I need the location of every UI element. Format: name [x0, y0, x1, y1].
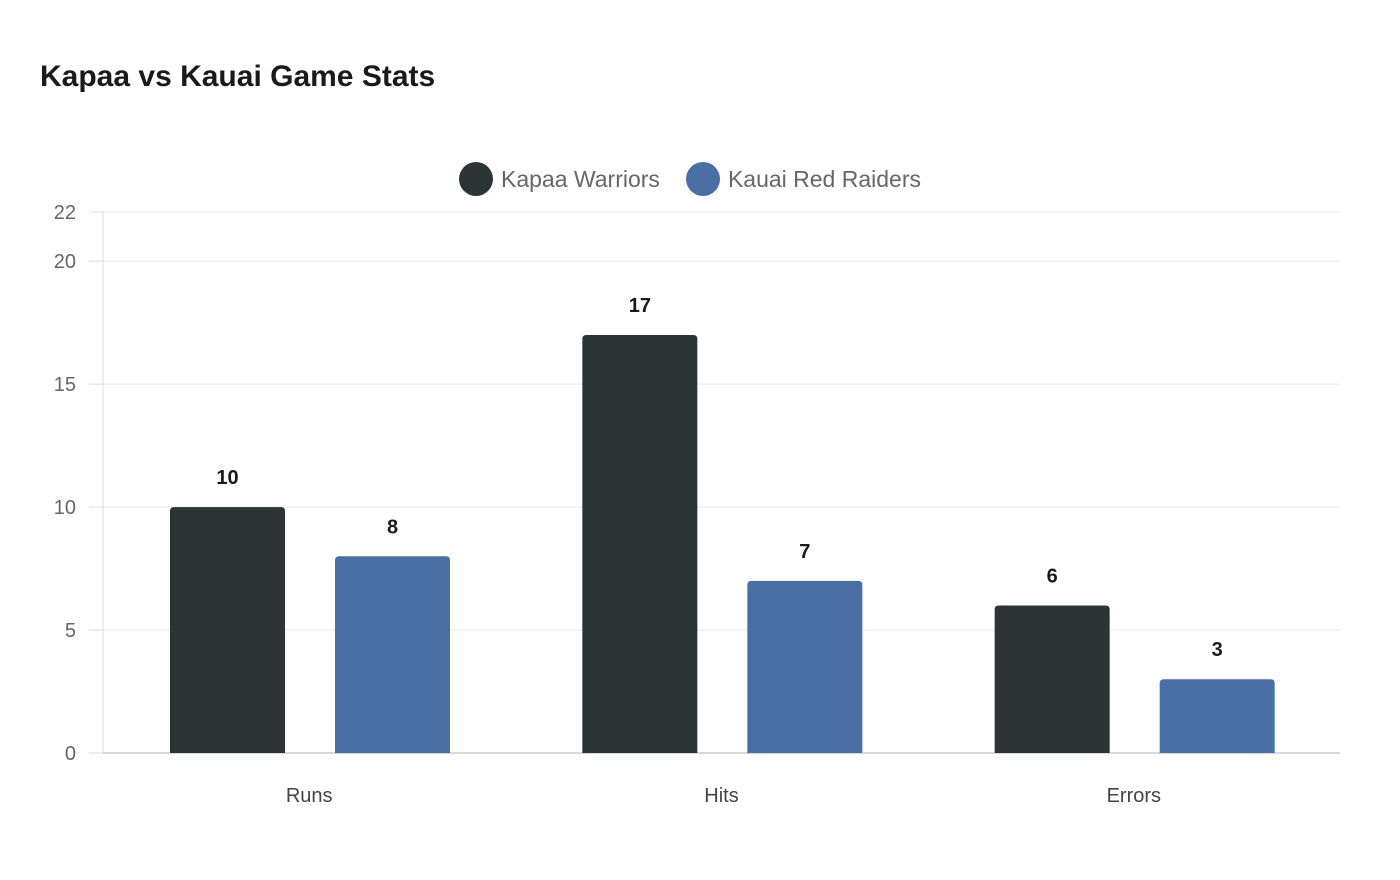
chart-title: Kapaa vs Kauai Game Stats — [40, 60, 436, 93]
y-tick-label: 20 — [54, 251, 76, 273]
legend-swatch-icon — [459, 162, 493, 196]
y-tick-label: 0 — [65, 743, 76, 765]
y-tick-label: 5 — [65, 620, 76, 642]
data-label: 3 — [1212, 639, 1223, 661]
legend-label: Kapaa Warriors — [501, 165, 660, 192]
y-tick-label: 10 — [54, 497, 76, 519]
data-label: 10 — [216, 467, 238, 489]
data-label: 6 — [1047, 565, 1058, 587]
bar — [582, 334, 698, 753]
legend-item[interactable]: Kauai Red Raiders — [685, 162, 921, 196]
bar — [747, 580, 863, 753]
bar — [170, 507, 285, 753]
x-tick-label: Errors — [1107, 785, 1161, 807]
legend-item[interactable]: Kapaa Warriors — [459, 162, 660, 196]
data-label: 7 — [799, 541, 810, 563]
bar — [1159, 679, 1275, 753]
y-tick-label: 22 — [54, 202, 76, 224]
data-label: 17 — [629, 295, 651, 317]
data-label: 8 — [387, 516, 398, 538]
legend: Kapaa Warriors Kauai Red Raiders — [0, 162, 1380, 196]
y-tick-label: 15 — [54, 374, 76, 396]
x-tick-label: Hits — [704, 785, 738, 807]
legend-label: Kauai Red Raiders — [727, 165, 921, 192]
bar — [335, 556, 450, 753]
legend-swatch-icon — [685, 162, 720, 196]
x-tick-label: Runs — [286, 785, 333, 807]
bar — [994, 605, 1110, 753]
